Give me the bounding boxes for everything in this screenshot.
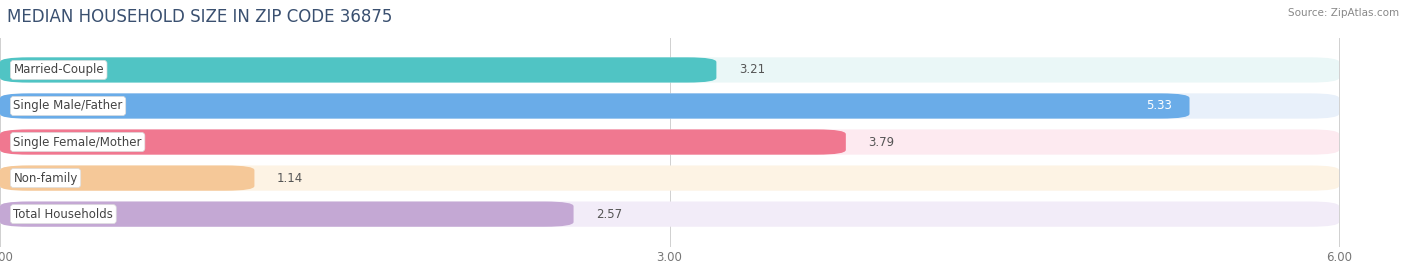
FancyBboxPatch shape (0, 57, 1339, 83)
FancyBboxPatch shape (0, 129, 1339, 155)
FancyBboxPatch shape (0, 165, 1339, 191)
Text: 1.14: 1.14 (277, 172, 302, 185)
Text: 5.33: 5.33 (1146, 99, 1171, 113)
Text: Source: ZipAtlas.com: Source: ZipAtlas.com (1288, 8, 1399, 18)
Text: Single Female/Mother: Single Female/Mother (14, 136, 142, 148)
Text: MEDIAN HOUSEHOLD SIZE IN ZIP CODE 36875: MEDIAN HOUSEHOLD SIZE IN ZIP CODE 36875 (7, 8, 392, 26)
Text: Single Male/Father: Single Male/Father (14, 99, 122, 113)
FancyBboxPatch shape (0, 202, 1339, 227)
FancyBboxPatch shape (0, 93, 1189, 119)
Text: 3.79: 3.79 (868, 136, 894, 148)
FancyBboxPatch shape (0, 93, 1339, 119)
Text: 2.57: 2.57 (596, 208, 621, 221)
Text: Total Households: Total Households (14, 208, 114, 221)
Text: Married-Couple: Married-Couple (14, 64, 104, 76)
Text: 3.21: 3.21 (738, 64, 765, 76)
FancyBboxPatch shape (0, 165, 254, 191)
FancyBboxPatch shape (0, 129, 846, 155)
Text: Non-family: Non-family (14, 172, 77, 185)
FancyBboxPatch shape (0, 202, 574, 227)
FancyBboxPatch shape (0, 57, 717, 83)
